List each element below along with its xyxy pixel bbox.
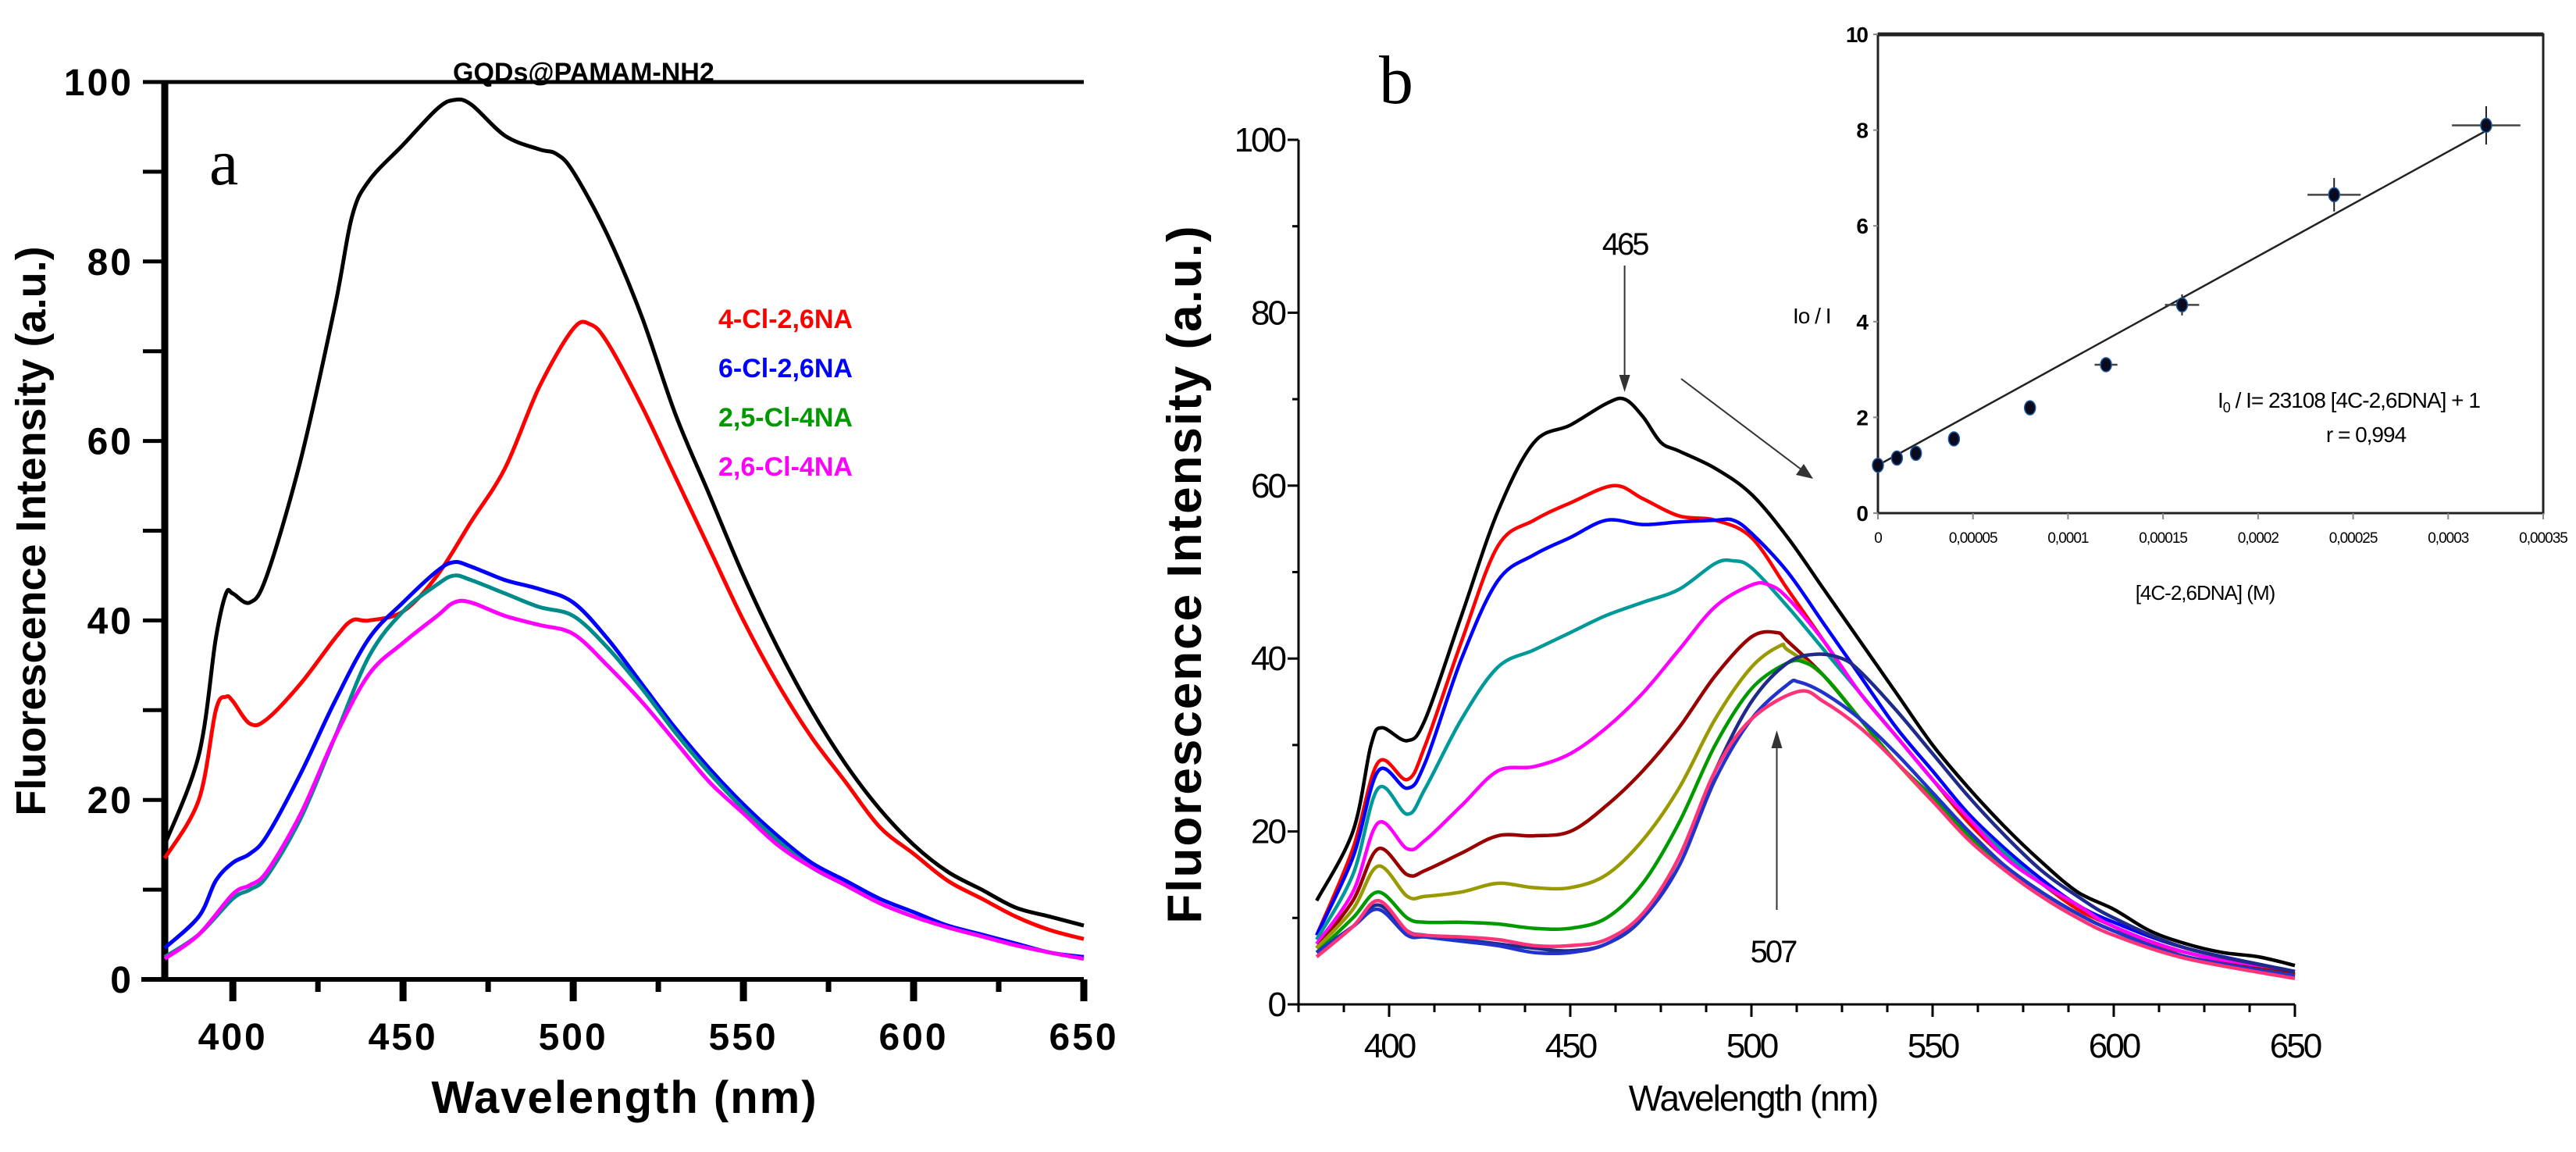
inset-x-tick-label: 0,00005: [1949, 530, 1997, 547]
inset-x-tick-label: 0,00025: [2329, 530, 2378, 547]
panel-a-x-tick-label: 500: [539, 1017, 608, 1058]
panel-b-series-line: [1315, 396, 2296, 968]
panel-a-x-tick-label: 400: [198, 1017, 268, 1058]
inset-y-tick-label: 4: [1856, 310, 1869, 334]
panel-b-x-tick-label: 650: [2270, 1027, 2321, 1065]
eq-lhs: I: [2218, 388, 2223, 412]
inset-data-point: [2480, 117, 2492, 134]
inset-data-point: [2175, 297, 2189, 313]
panel-a-x-tick-label: 600: [878, 1017, 948, 1058]
inset-frame: [1876, 33, 2545, 515]
panel-a-series-line: [163, 598, 1085, 961]
panel-b-x-tick-label: 400: [1364, 1027, 1416, 1065]
panel-b-y-tick-label: 40: [1251, 640, 1285, 678]
panel-b-series-line: [1315, 517, 2296, 974]
panel-a-y-tick-label: 40: [87, 601, 134, 642]
inset-y-tick-label: 10: [1846, 23, 1869, 47]
inset-y-tick-label: 0: [1856, 501, 1868, 526]
panel-a-x-tick-label: 450: [369, 1017, 438, 1058]
panel-a-y-tick-label: 60: [87, 422, 134, 463]
panel-a-legend-entry: 2,5-Cl-4NA: [718, 403, 853, 433]
eq-rest: / I= 23108 [4C-2,6DNA] + 1: [2230, 388, 2481, 412]
panel-b-series-line: [1315, 642, 2296, 978]
inset-x-tick-label: 0,00035: [2519, 530, 2567, 547]
panel-b-ylabel: Fluorescence Intensity (a.u.): [1158, 224, 1212, 923]
panel-b-x-tick-label: 500: [1726, 1027, 1778, 1065]
inset-data-point: [1909, 445, 1922, 462]
panel-a-series-line: [162, 319, 1085, 941]
inset-pointer-arrowhead: [1796, 464, 1813, 479]
panel-a-xlabel: Wavelength (nm): [431, 1072, 818, 1123]
inset-data-point: [2100, 357, 2112, 373]
inset-data-point: [1872, 457, 1884, 473]
inset-equation: I0 / I= 23108 [4C-2,6DNA] + 1: [2218, 388, 2480, 416]
inset-data-point: [1890, 450, 1904, 466]
panel-a-y-tick-label: 0: [110, 960, 134, 1001]
peak-465-label: 465: [1602, 227, 1648, 262]
panel-b-x-tick-label: 600: [2089, 1027, 2140, 1065]
inset-data-point: [1947, 431, 1961, 447]
panel-a-x-tick-label: 650: [1049, 1017, 1118, 1058]
eq-sub: 0: [2223, 400, 2231, 416]
panel-b-x-tick-label: 450: [1545, 1027, 1597, 1065]
peak-465-arrowhead: [1619, 375, 1630, 392]
panel-a-legend-entry: 2,6-Cl-4NA: [718, 452, 853, 482]
panel-b-series-line: [1315, 581, 2296, 976]
peak-507-arrowhead: [1771, 730, 1783, 748]
panel-a-y-tick-label: 80: [87, 242, 134, 284]
panel-b-y-tick-label: 80: [1251, 294, 1285, 332]
inset-x-tick-label: 0,0003: [2428, 530, 2469, 547]
panel-a-label: a: [209, 127, 238, 199]
inset-xlabel: [4C-2,6DNA] (M): [2136, 581, 2275, 605]
panel-b-label: b: [1379, 43, 1413, 119]
panel-b-series-line: [1315, 689, 2296, 981]
inset-data-point: [2023, 400, 2036, 416]
inset-x-tick-label: 0,0001: [2047, 530, 2089, 547]
inset-x-tick-label: 0,0002: [2238, 530, 2279, 547]
panel-b-y-tick-label: 60: [1251, 467, 1285, 505]
panel-a-legend-entry: 4-Cl-2,6NA: [718, 305, 853, 334]
panel-a-legend-entry: 6-Cl-2,6NA: [718, 354, 853, 383]
panel-a-y-tick-label: 100: [64, 62, 134, 104]
inset-data-point: [2328, 187, 2340, 203]
panel-a-series-line: [162, 97, 1085, 928]
panel-b-x-tick-label: 550: [1908, 1027, 1959, 1065]
peak-507-label: 507: [1751, 935, 1797, 969]
panel-b-y-tick-label: 20: [1251, 813, 1285, 851]
inset-ylabel: Io / I: [1793, 304, 1830, 328]
inset-r-value: r = 0,994: [2326, 423, 2407, 447]
inset-y-tick-label: 2: [1856, 405, 1868, 430]
panel-a-x-tick-label: 550: [709, 1017, 779, 1058]
panel-a-ylabel: Fluorescence Intensity (a.u.): [8, 246, 55, 815]
inset-y-tick-label: 8: [1856, 119, 1868, 143]
panel-b-series-line: [1315, 483, 2296, 976]
inset-y-tick-label: 6: [1856, 214, 1868, 238]
panel-a-series-line: [163, 560, 1085, 959]
inset-pointer-arrow: [1680, 378, 1806, 473]
inset-x-tick-label: 0: [1874, 530, 1882, 547]
panel-b-y-tick-label: 100: [1235, 121, 1286, 159]
panel-b-xlabel: Wavelength (nm): [1629, 1078, 1878, 1118]
panel-a-y-tick-label: 20: [87, 780, 134, 822]
inset-x-tick-label: 0,00015: [2139, 530, 2187, 547]
panel-b-y-tick-label: 0: [1268, 986, 1286, 1024]
panel-b-series-line: [1315, 558, 2296, 976]
